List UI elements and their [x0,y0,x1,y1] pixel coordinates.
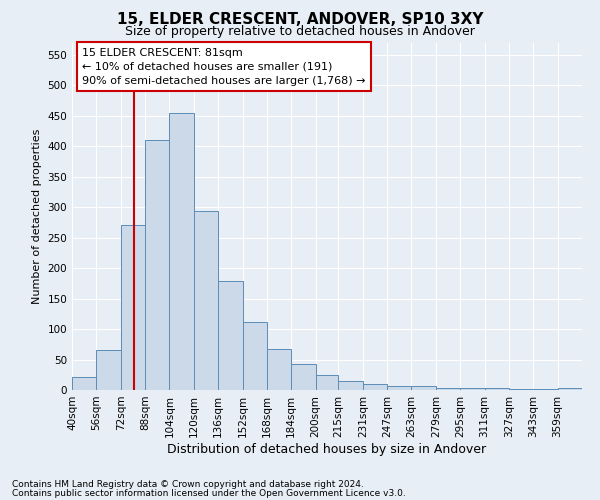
Text: 15 ELDER CRESCENT: 81sqm
← 10% of detached houses are smaller (191)
90% of semi-: 15 ELDER CRESCENT: 81sqm ← 10% of detach… [82,48,366,86]
Bar [145,140,169,390]
Text: 15, ELDER CRESCENT, ANDOVER, SP10 3XY: 15, ELDER CRESCENT, ANDOVER, SP10 3XY [117,12,483,28]
Text: Contains HM Land Registry data © Crown copyright and database right 2024.: Contains HM Land Registry data © Crown c… [12,480,364,489]
Bar [412,386,436,390]
Y-axis label: Number of detached properties: Number of detached properties [32,128,42,304]
Bar [194,212,218,390]
Bar [169,112,194,390]
Bar [72,376,97,390]
Bar [387,386,412,390]
Bar [242,322,267,390]
Bar [363,384,387,390]
Bar [316,376,338,390]
Bar [509,389,533,390]
Bar [557,388,582,390]
Bar [121,226,145,390]
X-axis label: Distribution of detached houses by size in Andover: Distribution of detached houses by size … [167,442,487,456]
Bar [291,364,316,390]
Text: Contains public sector information licensed under the Open Government Licence v3: Contains public sector information licen… [12,488,406,498]
Bar [485,388,509,390]
Text: Size of property relative to detached houses in Andover: Size of property relative to detached ho… [125,25,475,38]
Bar [267,348,291,390]
Bar [97,350,121,390]
Bar [436,388,460,390]
Bar [338,382,363,390]
Bar [218,282,242,390]
Bar [460,388,485,390]
